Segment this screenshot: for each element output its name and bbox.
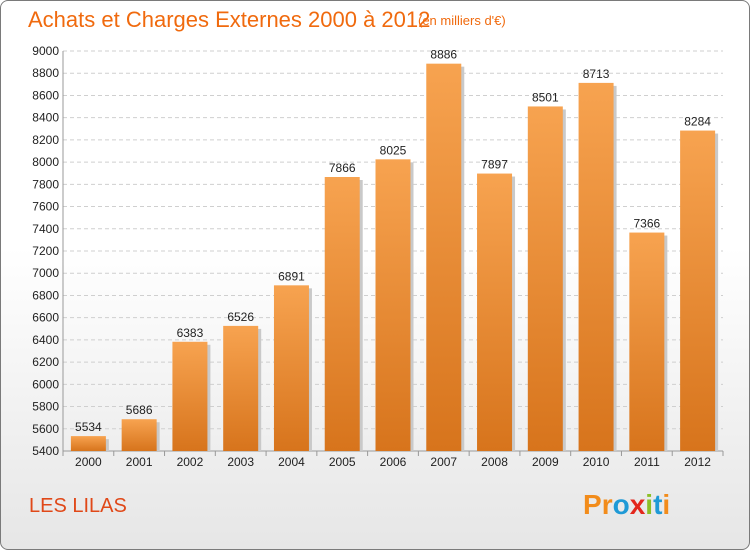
city-label: LES LILAS [29, 495, 127, 517]
bar [375, 159, 411, 452]
bar [172, 341, 208, 451]
x-tick-label: 2001 [126, 455, 153, 469]
bar [70, 436, 106, 451]
bar [121, 419, 157, 451]
y-tick-label: 7600 [32, 200, 59, 214]
bar-value-label: 8284 [684, 115, 711, 129]
bar [527, 106, 563, 451]
bar [324, 177, 360, 451]
bar [426, 63, 462, 452]
x-tick-label: 2007 [430, 455, 457, 469]
y-tick-label: 7800 [32, 177, 59, 191]
bar-value-label: 8501 [532, 90, 559, 104]
y-tick-label: 8800 [32, 66, 59, 80]
bar-value-label: 5534 [75, 420, 102, 434]
y-tick-label: 5400 [32, 444, 59, 458]
bar-value-label: 8713 [583, 67, 610, 81]
bar-value-label: 6891 [278, 269, 305, 283]
y-tick-label: 8600 [32, 88, 59, 102]
y-tick-label: 8400 [32, 111, 59, 125]
y-tick-label: 7400 [32, 222, 59, 236]
y-tick-label: 6200 [32, 355, 59, 369]
x-tick-label: 2005 [329, 455, 356, 469]
bar-value-label: 7866 [329, 161, 356, 175]
x-tick-label: 2009 [532, 455, 559, 469]
x-tick-label: 2002 [177, 455, 204, 469]
logo-letter: i [662, 489, 671, 520]
x-tick-label: 2000 [75, 455, 102, 469]
y-tick-label: 7000 [32, 266, 59, 280]
bar-value-label: 7897 [481, 158, 508, 172]
bar-value-label: 6383 [177, 326, 204, 340]
y-tick-label: 7200 [32, 244, 59, 258]
y-tick-label: 6000 [32, 377, 59, 391]
logo-letter: r [601, 489, 613, 520]
logo-letter: x [629, 489, 646, 520]
y-tick-label: 9000 [32, 44, 59, 58]
y-tick-label: 5800 [32, 400, 59, 414]
y-tick-label: 8000 [32, 155, 59, 169]
bar [273, 285, 309, 451]
bar [629, 232, 665, 451]
x-tick-label: 2010 [583, 455, 610, 469]
bar-value-label: 6526 [227, 310, 254, 324]
bar [578, 82, 614, 451]
y-tick-label: 6400 [32, 333, 59, 347]
bar [223, 325, 259, 451]
x-tick-label: 2006 [380, 455, 407, 469]
x-tick-label: 2004 [278, 455, 305, 469]
logo-letter: o [612, 489, 630, 520]
logo-letter: P [583, 489, 602, 520]
chart-subtitle: (en milliers d'€) [418, 13, 506, 28]
bars [70, 63, 719, 452]
logo-letter: t [653, 489, 663, 520]
x-tick-label: 2012 [684, 455, 711, 469]
bar-value-label: 5686 [126, 403, 153, 417]
bar-value-label: 7366 [633, 217, 660, 231]
bar [477, 173, 513, 452]
y-tick-label: 8200 [32, 133, 59, 147]
proxiti-logo: Proxiti [583, 489, 670, 521]
chart-title: Achats et Charges Externes 2000 à 2012 [28, 7, 431, 32]
x-tick-label: 2003 [227, 455, 254, 469]
y-tick-label: 5600 [32, 422, 59, 436]
y-tick-label: 6600 [32, 311, 59, 325]
x-tick-label: 2011 [634, 455, 660, 469]
bar [680, 130, 716, 452]
x-tick-label: 2008 [481, 455, 508, 469]
logo-letter: i [645, 489, 654, 520]
labels: 5400 5600 5800 6000 6200 6400 6600 6800 7000 7200… [32, 44, 711, 469]
bar-value-label: 8886 [430, 48, 457, 62]
bar-value-label: 8025 [380, 143, 407, 157]
y-tick-label: 6800 [32, 288, 59, 302]
